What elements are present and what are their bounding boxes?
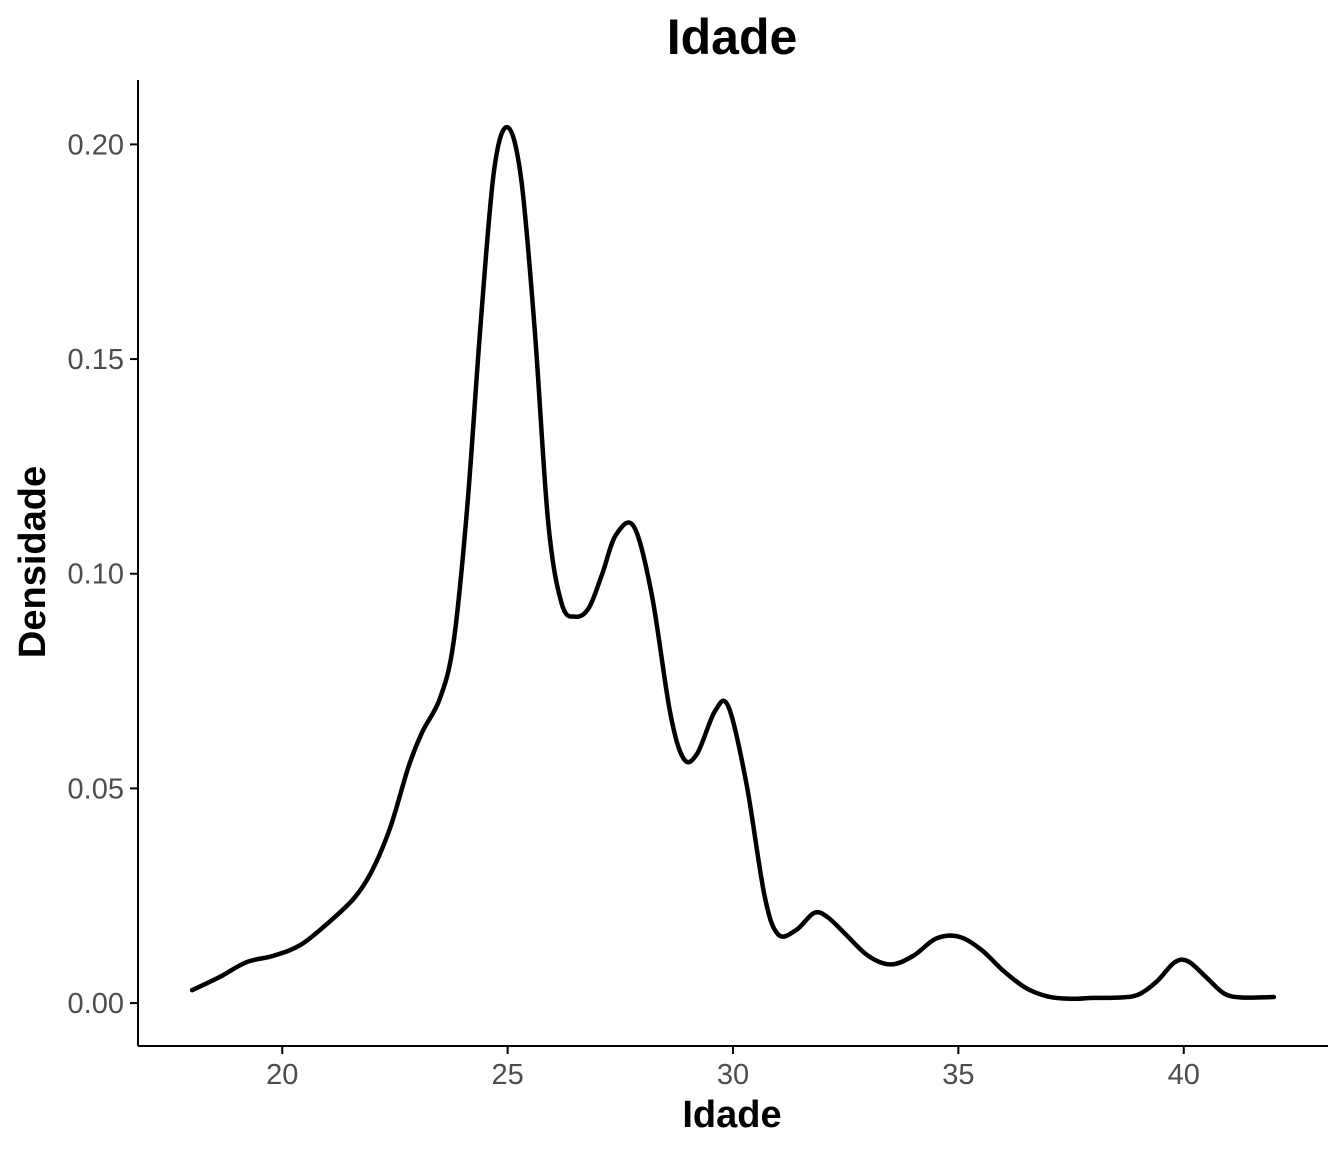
plot-area: [189, 124, 1277, 1002]
x-axis-ticks: 20 25 30 35 40: [266, 1046, 1200, 1091]
x-tick-label: 30: [717, 1059, 749, 1091]
y-tick-label: 0.10: [68, 559, 124, 591]
y-axis-title: Densidade: [12, 466, 54, 658]
y-tick-label: 0.05: [68, 773, 124, 805]
x-tick-label: 25: [491, 1059, 523, 1091]
y-axis-ticks: 0.00 0.05 0.10 0.15 0.20: [68, 129, 138, 1020]
y-tick-label: 0.00: [68, 988, 124, 1020]
x-tick-label: 20: [266, 1059, 298, 1091]
y-tick-label: 0.20: [68, 129, 124, 161]
x-axis-title: Idade: [682, 1094, 781, 1136]
chart-title: Idade: [667, 9, 798, 65]
density-curve: [189, 124, 1277, 1002]
y-tick-label: 0.15: [68, 344, 124, 376]
x-tick-label: 40: [1168, 1059, 1200, 1091]
x-tick-label: 35: [942, 1059, 974, 1091]
